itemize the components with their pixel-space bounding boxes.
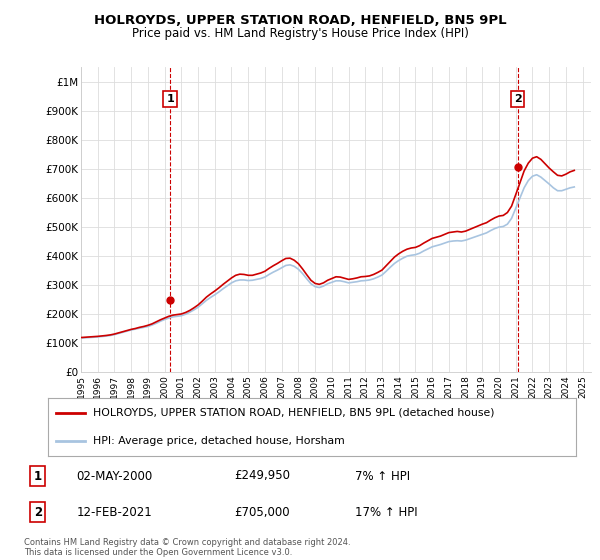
Text: Price paid vs. HM Land Registry's House Price Index (HPI): Price paid vs. HM Land Registry's House …	[131, 27, 469, 40]
Text: £249,950: £249,950	[234, 469, 290, 483]
Text: £705,000: £705,000	[234, 506, 289, 519]
Text: 1: 1	[34, 469, 42, 483]
Text: 02-MAY-2000: 02-MAY-2000	[76, 469, 152, 483]
Text: Contains HM Land Registry data © Crown copyright and database right 2024.
This d: Contains HM Land Registry data © Crown c…	[24, 538, 350, 557]
Text: 7% ↑ HPI: 7% ↑ HPI	[355, 469, 410, 483]
Text: 17% ↑ HPI: 17% ↑ HPI	[355, 506, 418, 519]
Text: HPI: Average price, detached house, Horsham: HPI: Average price, detached house, Hors…	[93, 436, 344, 446]
Text: 12-FEB-2021: 12-FEB-2021	[76, 506, 152, 519]
Text: 2: 2	[34, 506, 42, 519]
Text: HOLROYDS, UPPER STATION ROAD, HENFIELD, BN5 9PL (detached house): HOLROYDS, UPPER STATION ROAD, HENFIELD, …	[93, 408, 494, 418]
Text: 2: 2	[514, 94, 521, 104]
Text: 1: 1	[166, 94, 174, 104]
Text: HOLROYDS, UPPER STATION ROAD, HENFIELD, BN5 9PL: HOLROYDS, UPPER STATION ROAD, HENFIELD, …	[94, 14, 506, 27]
